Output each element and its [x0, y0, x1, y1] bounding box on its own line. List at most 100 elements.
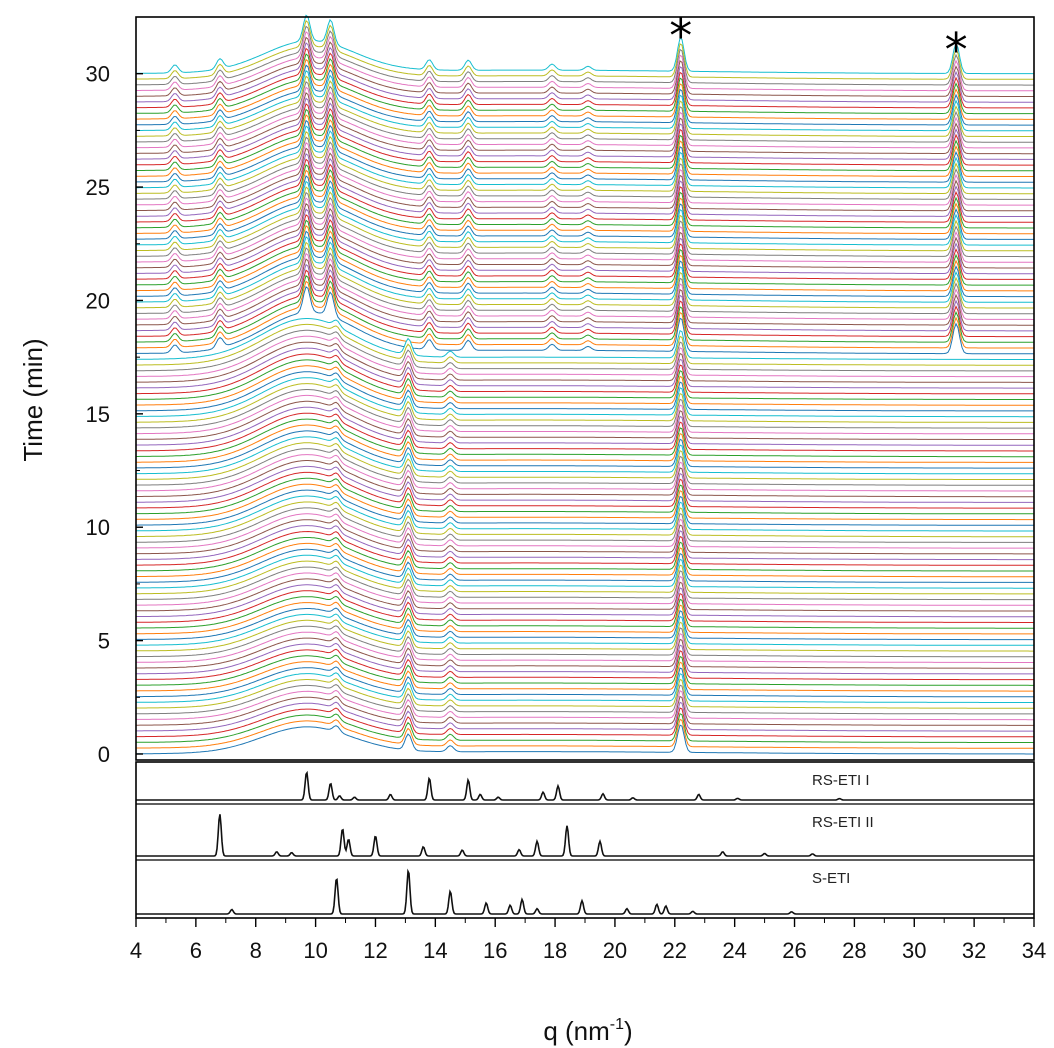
time-trace-73	[136, 269, 1034, 338]
time-trace-53	[136, 412, 1034, 452]
x-axis-title: q (nm-1)	[543, 1016, 632, 1046]
time-trace-18	[136, 619, 1034, 652]
time-trace-107	[136, 80, 1034, 143]
time-trace-49	[136, 436, 1034, 475]
time-trace-97	[136, 136, 1034, 200]
time-trace-7	[136, 684, 1034, 715]
time-trace-45	[136, 460, 1034, 498]
x-tick-label: 18	[543, 938, 567, 963]
y-tick-label: 25	[86, 175, 110, 200]
peak-marker-star: *	[945, 23, 968, 77]
time-trace-67	[136, 329, 1034, 372]
time-trace-43	[136, 471, 1034, 509]
time-trace-1	[136, 718, 1034, 749]
time-trace-24	[136, 584, 1034, 618]
time-trace-50	[136, 430, 1034, 469]
x-tick-label: 26	[782, 938, 806, 963]
time-trace-104	[136, 97, 1034, 160]
time-trace-112	[136, 53, 1034, 115]
time-trace-72	[136, 274, 1034, 343]
reference-pattern-line	[136, 814, 1034, 857]
time-trace-55	[136, 400, 1034, 440]
time-trace-66	[136, 335, 1034, 378]
time-trace-79	[136, 236, 1034, 303]
time-trace-117	[136, 25, 1034, 86]
time-trace-29	[135, 554, 1034, 589]
time-trace-88	[135, 186, 1035, 252]
time-trace-100	[136, 119, 1034, 183]
x-axis-title-main: q (nm	[543, 1016, 609, 1046]
time-trace-32	[136, 537, 1034, 572]
time-trace-35	[135, 519, 1034, 555]
x-tick-label: 24	[722, 938, 746, 963]
y-tick-label: 15	[86, 402, 110, 427]
time-trace-54	[136, 406, 1034, 446]
time-trace-11	[136, 660, 1034, 692]
time-trace-30	[136, 548, 1035, 583]
time-trace-10	[136, 666, 1034, 698]
time-trace-2	[136, 712, 1034, 743]
time-trace-64	[136, 347, 1034, 389]
y-tick-label: 10	[86, 515, 110, 540]
time-trace-92	[136, 164, 1034, 229]
y-tick-label: 0	[98, 742, 110, 767]
time-trace-47	[135, 448, 1034, 486]
x-tick-label: 20	[603, 938, 627, 963]
main-plot-frame	[135, 16, 1035, 761]
x-tick-label: 10	[303, 938, 327, 963]
time-trace-3	[136, 707, 1034, 738]
time-trace-5	[136, 695, 1034, 726]
x-tick-label: 8	[250, 938, 262, 963]
x-tick-label: 14	[423, 938, 447, 963]
reference-pattern-label: S-ETI	[812, 870, 850, 887]
time-trace-82	[135, 219, 1035, 286]
time-trace-21	[136, 601, 1034, 635]
time-trace-41	[135, 483, 1034, 521]
time-trace-69	[136, 318, 1034, 360]
time-trace-23	[136, 589, 1034, 623]
time-trace-81	[136, 224, 1034, 292]
time-trace-8	[136, 678, 1034, 709]
reference-pattern-group: RS-ETI I RS-ETI II S-ETI	[136, 770, 1034, 915]
time-trace-40	[136, 489, 1034, 526]
time-trace-27	[136, 566, 1034, 601]
time-trace-0	[135, 724, 1034, 755]
time-trace-85	[136, 202, 1034, 269]
axes-group: * * 0 5 10 15 20 25 30 4 6 8 10 12 14 16 18 20 22 24 26 28 30 3…	[86, 9, 1047, 963]
trace-group	[135, 14, 1035, 761]
reference-pattern-line	[136, 770, 1034, 801]
time-trace-62	[136, 359, 1034, 400]
time-trace-103	[136, 103, 1034, 166]
reference-panel-frame	[135, 761, 1035, 919]
time-trace-56	[136, 394, 1034, 435]
x-tick-label: 4	[130, 938, 142, 963]
time-trace-114	[136, 42, 1034, 103]
time-trace-115	[136, 36, 1034, 97]
time-trace-75	[136, 258, 1034, 326]
time-trace-19	[136, 613, 1034, 646]
time-trace-90	[136, 175, 1034, 240]
time-trace-38	[136, 501, 1034, 538]
time-trace-71	[136, 280, 1034, 349]
time-trace-52	[136, 418, 1034, 458]
time-trace-78	[136, 241, 1034, 309]
time-trace-63	[136, 353, 1034, 395]
x-tick-label: 32	[962, 938, 986, 963]
time-trace-68	[136, 323, 1034, 366]
time-trace-80	[136, 230, 1034, 298]
x-tick-label: 34	[1022, 938, 1046, 963]
time-trace-14	[136, 642, 1034, 675]
time-trace-70	[135, 285, 1034, 355]
time-trace-108	[136, 75, 1034, 137]
time-trace-28	[136, 560, 1034, 595]
time-trace-4	[136, 701, 1034, 732]
time-trace-9	[136, 672, 1034, 703]
time-trace-48	[136, 442, 1034, 480]
time-trace-86	[136, 197, 1034, 263]
time-trace-83	[136, 213, 1034, 280]
x-tick-label: 16	[483, 938, 507, 963]
time-trace-26	[136, 572, 1034, 606]
time-trace-37	[136, 507, 1034, 543]
time-trace-77	[136, 247, 1034, 315]
